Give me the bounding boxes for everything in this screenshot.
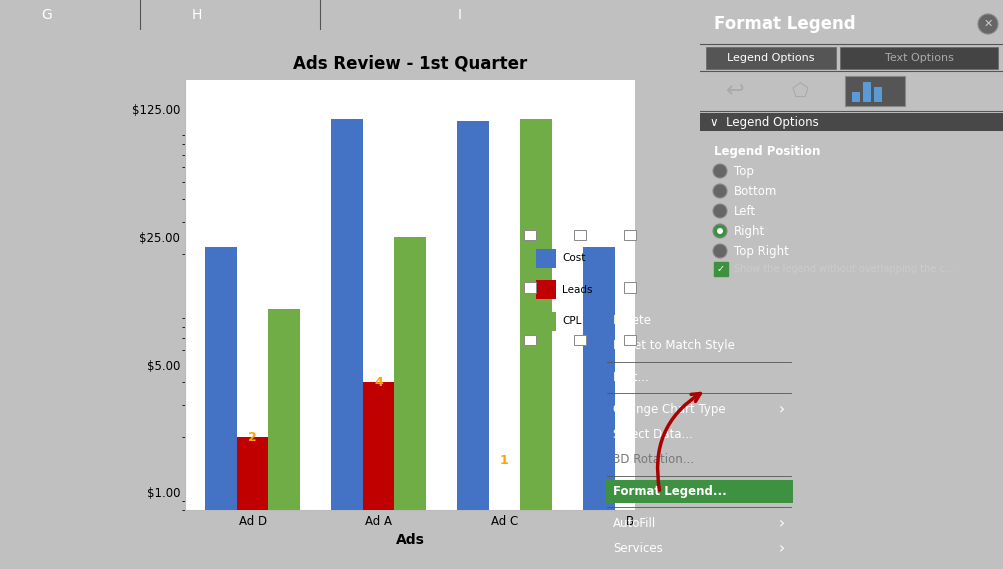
Text: Top: Top [733,164,753,178]
X-axis label: Ads: Ads [395,533,424,547]
Text: Reset to Match Style: Reset to Match Style [613,339,734,352]
Circle shape [716,228,722,234]
Text: H: H [192,8,202,22]
Circle shape [712,244,726,258]
Text: Show the legend without overlapping the c...: Show the legend without overlapping the … [733,264,953,274]
Bar [713,262,727,276]
Bar [874,87,881,102]
Bar [605,480,792,503]
Text: Font...: Font... [613,371,649,384]
Bar [206,247,237,569]
Text: Format Legend...: Format Legend... [613,485,726,498]
Text: ↩: ↩ [725,81,743,101]
Text: Left: Left [733,204,755,217]
Text: CPL: CPL [562,316,581,326]
Circle shape [712,184,726,198]
Bar [536,312,556,331]
Bar [583,247,614,569]
Text: Text Options: Text Options [884,53,953,63]
Text: Legend Options: Legend Options [726,53,814,63]
Text: Top Right: Top Right [733,245,788,258]
Text: ›: › [778,516,784,531]
Bar [394,237,425,569]
Text: ✓: ✓ [716,264,724,274]
Circle shape [712,224,726,238]
Text: ›: › [778,402,784,417]
Text: ⬠: ⬠ [790,81,807,101]
Text: 1: 1 [499,453,509,467]
Bar [699,113,1003,131]
Text: 2: 2 [248,431,257,444]
Bar [456,121,488,569]
Text: Delete: Delete [613,314,651,327]
Title: Ads Review - 1st Quarter: Ads Review - 1st Quarter [293,55,527,73]
Bar [852,92,860,102]
Bar [237,437,268,569]
Text: Format Legend: Format Legend [713,15,855,33]
Circle shape [712,204,726,218]
Text: Services: Services [613,542,662,555]
Bar [536,280,556,299]
Bar [268,310,300,569]
Text: ∨  Legend Options: ∨ Legend Options [709,116,817,129]
Bar [331,119,362,569]
Text: 3D Rotation...: 3D Rotation... [613,453,693,466]
Text: Select Data...: Select Data... [613,428,692,441]
Text: Legend Position: Legend Position [713,145,819,158]
Bar [362,382,394,569]
Bar [863,82,871,102]
Text: Cost: Cost [562,253,585,263]
Text: Bottom: Bottom [733,184,776,197]
Bar [536,249,556,267]
Text: Right: Right [733,225,764,237]
Text: I: I [457,8,461,22]
Text: Leads: Leads [562,284,592,295]
Circle shape [712,164,726,178]
Text: ›: › [778,541,784,556]
Text: 4: 4 [374,376,382,389]
Text: ✕: ✕ [982,19,992,29]
Bar [520,119,551,569]
Bar [845,76,904,106]
Text: Change Chart Type: Change Chart Type [613,403,725,416]
Bar [705,47,835,69]
Text: AutoFill: AutoFill [613,517,656,530]
Circle shape [977,14,997,34]
Bar [840,47,997,69]
Text: G: G [41,8,52,22]
